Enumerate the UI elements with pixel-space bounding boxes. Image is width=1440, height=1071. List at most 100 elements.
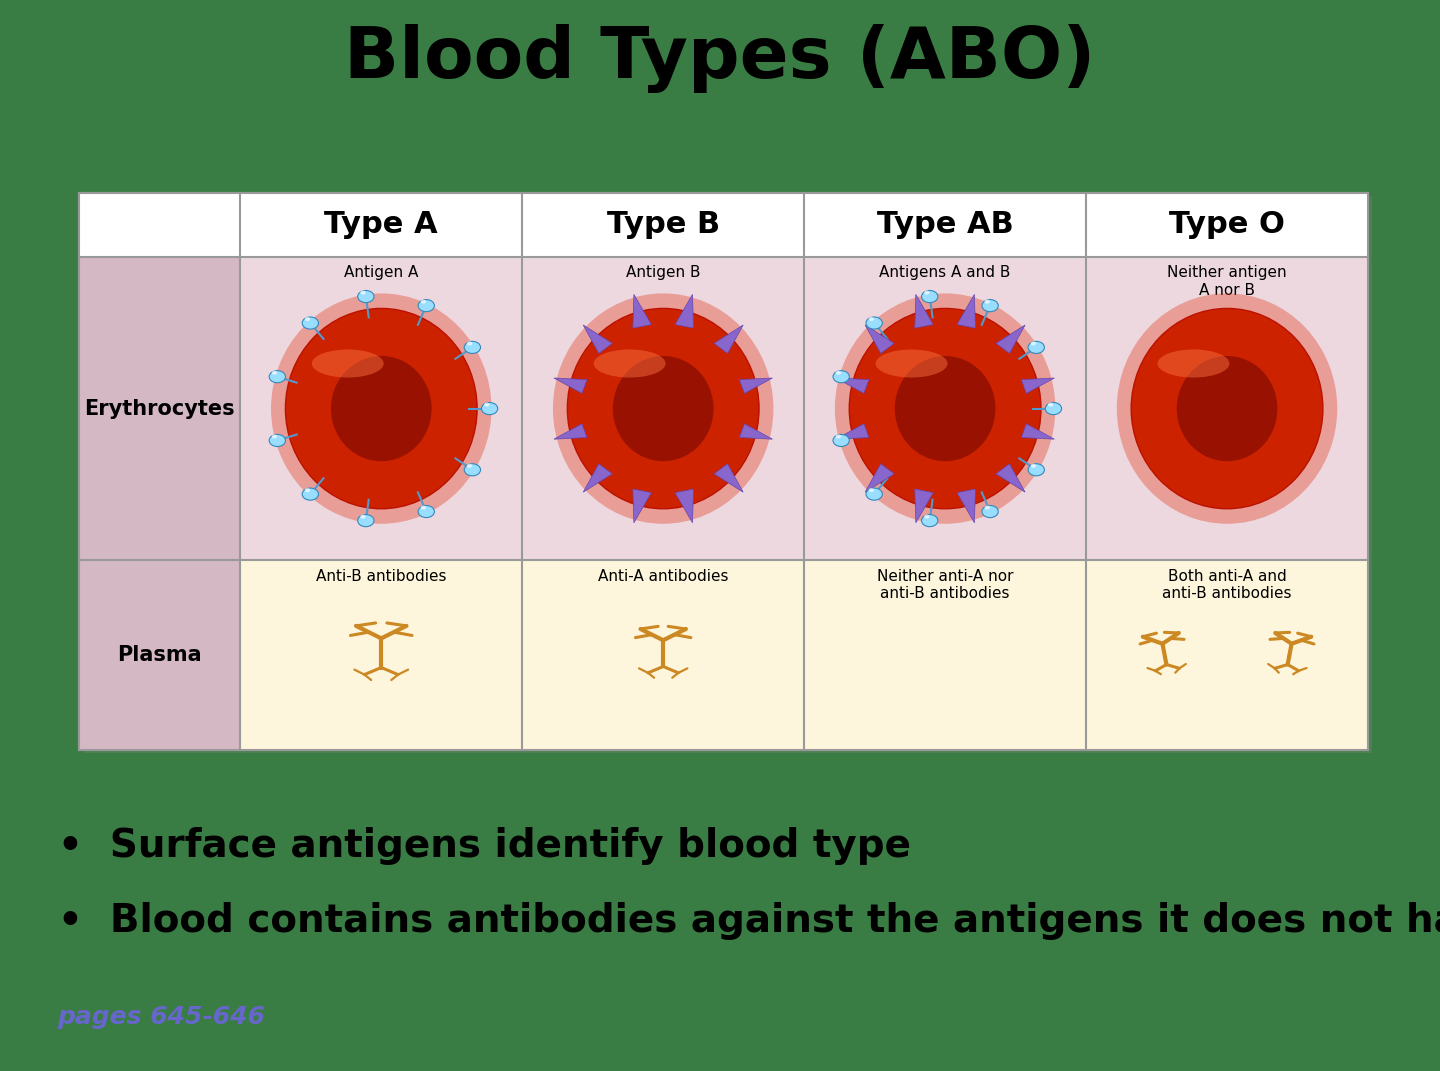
Polygon shape: [583, 325, 612, 353]
FancyBboxPatch shape: [84, 196, 1372, 753]
Circle shape: [360, 290, 366, 295]
Ellipse shape: [1132, 308, 1323, 509]
Polygon shape: [1021, 424, 1054, 439]
Text: •  Blood contains antibodies against the antigens it does not have: • Blood contains antibodies against the …: [58, 902, 1440, 940]
Text: Anti-B antibodies: Anti-B antibodies: [315, 569, 446, 584]
Ellipse shape: [1176, 356, 1277, 462]
Circle shape: [418, 506, 435, 517]
Circle shape: [1031, 464, 1035, 468]
Polygon shape: [714, 464, 743, 493]
Text: Erythrocytes: Erythrocytes: [85, 398, 235, 419]
Circle shape: [982, 506, 998, 517]
Polygon shape: [739, 378, 772, 393]
Text: Antigens A and B: Antigens A and B: [880, 266, 1011, 281]
Polygon shape: [958, 295, 975, 328]
Circle shape: [835, 371, 841, 375]
Ellipse shape: [271, 293, 491, 524]
Polygon shape: [675, 295, 694, 328]
Ellipse shape: [894, 356, 995, 462]
Text: Type AB: Type AB: [877, 210, 1014, 239]
Bar: [79, 560, 240, 750]
Ellipse shape: [553, 293, 773, 524]
Ellipse shape: [613, 356, 713, 462]
Polygon shape: [914, 295, 933, 328]
Circle shape: [305, 488, 310, 492]
Circle shape: [302, 317, 318, 329]
Circle shape: [924, 290, 929, 295]
Ellipse shape: [567, 308, 759, 509]
Polygon shape: [996, 464, 1025, 493]
Text: Type B: Type B: [606, 210, 720, 239]
Circle shape: [922, 514, 937, 527]
Circle shape: [1045, 403, 1061, 414]
Polygon shape: [583, 464, 612, 493]
Ellipse shape: [1158, 349, 1230, 378]
Ellipse shape: [835, 293, 1056, 524]
Text: pages 645-646: pages 645-646: [58, 1006, 265, 1029]
Circle shape: [269, 435, 285, 447]
Polygon shape: [675, 489, 694, 523]
Circle shape: [269, 371, 285, 382]
Text: Type A: Type A: [324, 210, 438, 239]
Polygon shape: [1021, 378, 1054, 393]
Ellipse shape: [876, 349, 948, 378]
Text: Both anti-A and
anti-B antibodies: Both anti-A and anti-B antibodies: [1162, 569, 1292, 601]
Circle shape: [832, 371, 850, 382]
Polygon shape: [554, 378, 588, 393]
Ellipse shape: [331, 356, 432, 462]
Circle shape: [467, 342, 472, 345]
Polygon shape: [835, 378, 868, 393]
Text: Antigen A: Antigen A: [344, 266, 419, 281]
Text: •  Surface antigens identify blood type: • Surface antigens identify blood type: [58, 827, 910, 865]
Circle shape: [1028, 342, 1044, 353]
Circle shape: [418, 300, 435, 312]
Circle shape: [835, 435, 841, 438]
Circle shape: [868, 488, 874, 492]
Circle shape: [484, 403, 490, 407]
Circle shape: [865, 488, 883, 500]
Circle shape: [357, 290, 374, 303]
Bar: [79, 257, 240, 560]
Circle shape: [1048, 403, 1053, 407]
Text: Type O: Type O: [1169, 210, 1284, 239]
Circle shape: [464, 464, 481, 476]
Circle shape: [357, 514, 374, 527]
Circle shape: [865, 317, 883, 329]
Circle shape: [420, 300, 426, 303]
Polygon shape: [714, 325, 743, 353]
Circle shape: [922, 290, 937, 303]
Polygon shape: [632, 489, 651, 523]
Circle shape: [481, 403, 498, 414]
Circle shape: [272, 435, 276, 438]
Polygon shape: [865, 464, 894, 493]
Polygon shape: [554, 424, 588, 439]
Polygon shape: [835, 424, 868, 439]
Ellipse shape: [1117, 293, 1338, 524]
Ellipse shape: [285, 308, 477, 509]
Text: Plasma: Plasma: [118, 645, 202, 665]
Bar: [79, 193, 1368, 257]
Polygon shape: [958, 489, 975, 523]
Text: Anti-A antibodies: Anti-A antibodies: [598, 569, 729, 584]
Ellipse shape: [593, 349, 665, 378]
Polygon shape: [996, 325, 1025, 353]
Circle shape: [1028, 464, 1044, 476]
Polygon shape: [914, 489, 933, 523]
Text: Antigen B: Antigen B: [626, 266, 700, 281]
Polygon shape: [739, 424, 772, 439]
Circle shape: [464, 342, 481, 353]
Circle shape: [924, 514, 929, 518]
Circle shape: [1031, 342, 1035, 345]
Circle shape: [982, 300, 998, 312]
Circle shape: [360, 514, 366, 518]
Circle shape: [832, 435, 850, 447]
Polygon shape: [632, 295, 651, 328]
Circle shape: [420, 506, 426, 510]
Circle shape: [302, 488, 318, 500]
Circle shape: [868, 317, 874, 321]
Bar: [240, 560, 1368, 750]
Circle shape: [467, 464, 472, 468]
Text: Blood Types (ABO): Blood Types (ABO): [344, 25, 1096, 93]
Circle shape: [272, 371, 276, 375]
Ellipse shape: [850, 308, 1041, 509]
